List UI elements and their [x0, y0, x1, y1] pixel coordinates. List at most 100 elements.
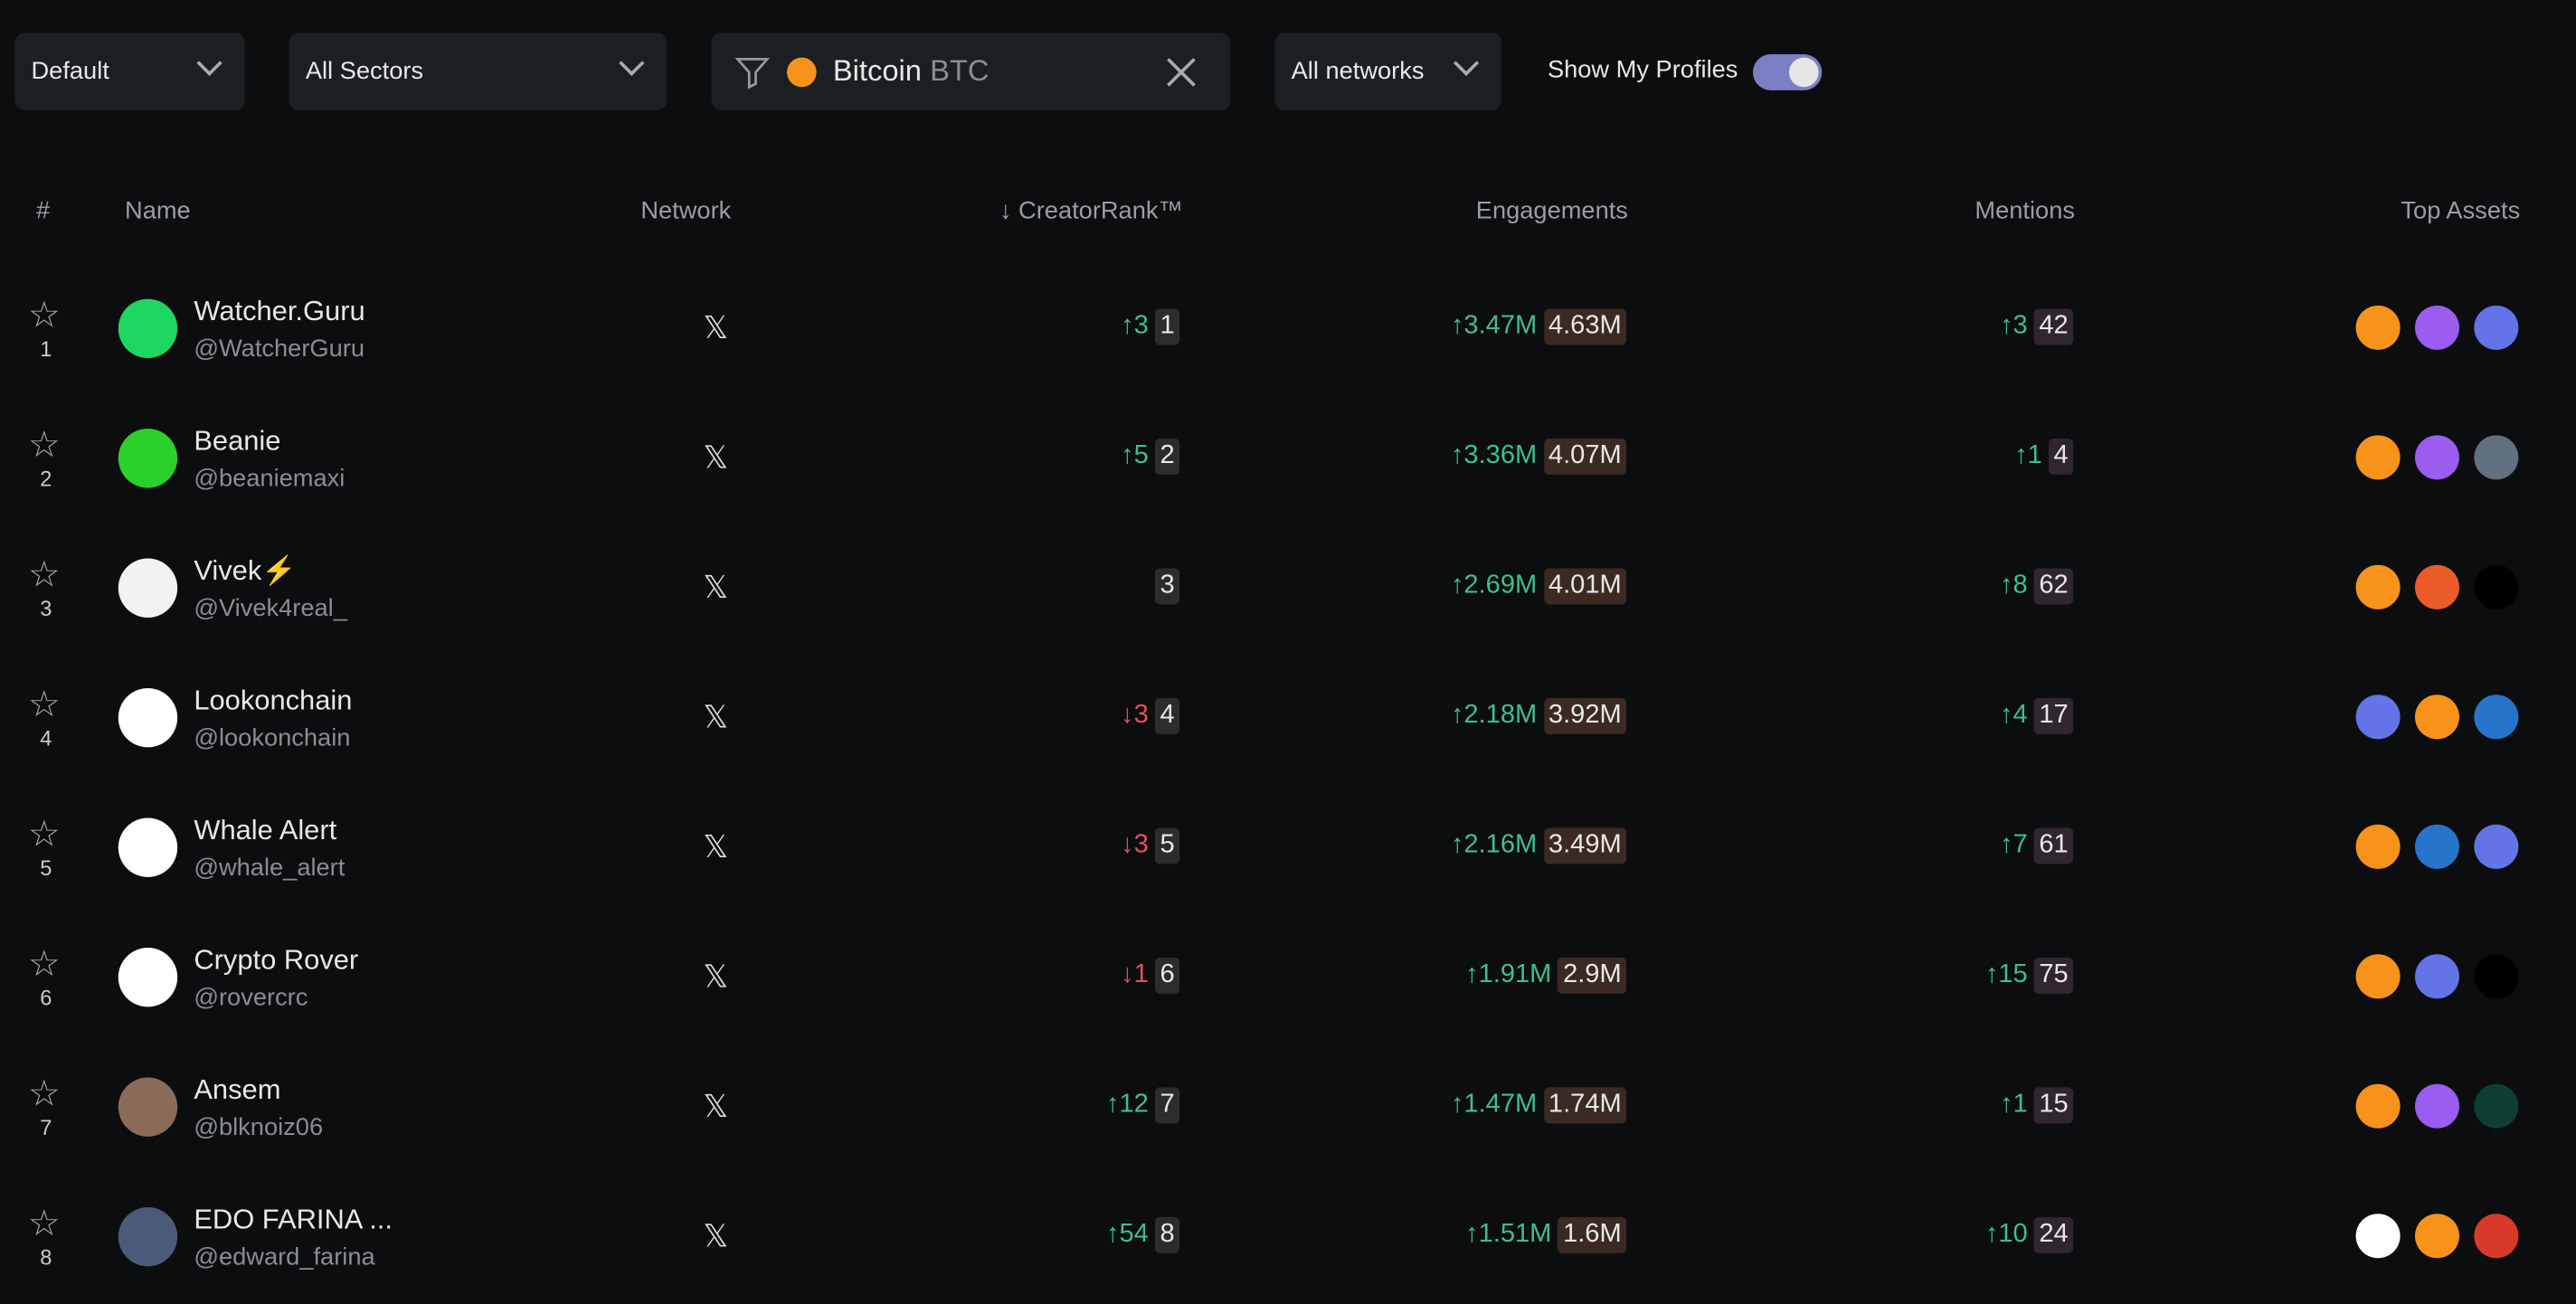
engagements-cell: ↑2.18M 3.92M: [1450, 697, 1627, 734]
mentions-cell: ↑1 15: [1999, 1087, 2074, 1124]
creator-name[interactable]: Beanie: [194, 425, 281, 457]
star[interactable]: ☆: [27, 553, 61, 595]
column-header: Name: [125, 196, 191, 225]
creator-name[interactable]: Crypto Rover: [194, 944, 359, 976]
btc-icon: [787, 56, 817, 87]
engagements-cell: ↑3.47M 4.63M: [1450, 308, 1627, 345]
network-icon: 𝕏: [703, 701, 729, 736]
network-select[interactable]: All networks: [1274, 33, 1502, 110]
star[interactable]: ☆: [27, 813, 61, 855]
network-icon: 𝕏: [703, 1220, 729, 1255]
engagements-change: ↑1.47M: [1450, 1091, 1538, 1119]
creator-rank-change: ↑12: [1105, 1091, 1149, 1119]
asset-icon: [2474, 1083, 2519, 1129]
creator-name[interactable]: Vivek⚡: [194, 554, 297, 587]
asset-icon: [2355, 954, 2401, 999]
avatar: [118, 429, 178, 488]
mentions-change: ↑15: [1984, 960, 2028, 989]
engagements-cell: ↑3.36M 4.07M: [1450, 438, 1627, 475]
creator-rank-change: ↑5: [1121, 441, 1149, 470]
mentions-cell: ↑7 61: [1999, 827, 2074, 865]
creator-rank-cell: ↓3 4: [1121, 697, 1180, 734]
mentions-change: ↑1: [1999, 1091, 2028, 1119]
sector-select[interactable]: All Sectors: [289, 33, 668, 110]
network-icon: 𝕏: [703, 1091, 729, 1126]
row-number: 8: [40, 1244, 52, 1270]
mentions-change: ↑7: [1999, 831, 2028, 859]
engagements: 2.9M: [1558, 957, 1627, 994]
toggle[interactable]: [1752, 53, 1823, 90]
asset-filter[interactable]: Bitcoin BTC: [711, 33, 1231, 110]
star[interactable]: ☆: [27, 942, 61, 984]
sort-select[interactable]: Default: [14, 33, 245, 110]
asset-icon: [2355, 1083, 2401, 1129]
chevron: [196, 50, 223, 77]
creator-rank: 6: [1155, 957, 1180, 994]
engagements-change: ↑3.36M: [1450, 441, 1538, 470]
row-number: 2: [40, 466, 52, 492]
creator-rank: 4: [1155, 697, 1180, 734]
mentions-cell: ↑15 75: [1984, 957, 2074, 994]
engagements-cell: ↑2.69M 4.01M: [1451, 568, 1627, 605]
clear-button[interactable]: [1165, 55, 1198, 88]
creator-rank: 1: [1155, 308, 1180, 345]
star[interactable]: ☆: [27, 423, 61, 466]
network-icon: 𝕏: [703, 960, 729, 996]
star[interactable]: ☆: [27, 1202, 61, 1243]
creator-rank-change: ↓3: [1121, 701, 1149, 730]
creator-name[interactable]: Watcher.Guru: [194, 295, 365, 327]
creator-name[interactable]: Lookonchain: [194, 685, 353, 716]
creator-name[interactable]: EDO FARINA ...: [194, 1204, 393, 1235]
network-icon: 𝕏: [703, 312, 729, 347]
asset-icon: [2474, 305, 2519, 350]
toggle-label: Show My Profiles: [1547, 55, 1738, 84]
creator-handle: @blknoiz06: [194, 1113, 324, 1142]
row-number: 7: [40, 1115, 52, 1140]
asset-icon: [2355, 305, 2401, 350]
column-header: Top Assets: [2401, 196, 2521, 225]
asset-icon: [2414, 954, 2460, 999]
mentions-change: ↑1: [2014, 441, 2042, 470]
row-number: 4: [40, 725, 52, 751]
star[interactable]: ☆: [27, 683, 61, 724]
mentions: 61: [2033, 827, 2074, 865]
column-header: #: [35, 196, 51, 225]
star[interactable]: ☆: [27, 1072, 61, 1114]
row-number: 3: [40, 596, 52, 621]
engagements-change: ↑3.47M: [1450, 312, 1538, 340]
network-icon: 𝕏: [703, 441, 729, 477]
sort-label: Default: [31, 57, 109, 86]
toggle-knob: [1788, 57, 1819, 88]
star[interactable]: ☆: [27, 294, 61, 335]
creator-name[interactable]: Ansem: [194, 1073, 281, 1106]
mentions-cell: ↑1 4: [2014, 438, 2074, 475]
asset-icon: [2414, 1083, 2460, 1129]
asset-icon: [2355, 824, 2401, 869]
asset-icon: [2414, 435, 2460, 480]
creator-name[interactable]: Whale Alert: [194, 814, 337, 846]
creator-handle: @edward_farina: [194, 1243, 375, 1271]
column-header: Engagements: [1475, 196, 1628, 225]
creator-rank-cell: ↑54 8: [1106, 1216, 1180, 1253]
engagements-change: ↑2.16M: [1450, 831, 1538, 859]
engagements: 1.74M: [1543, 1087, 1627, 1124]
asset-icon: [2474, 954, 2519, 999]
column-header: ↓ CreatorRank™: [999, 196, 1183, 225]
mentions-cell: ↑3 42: [2000, 308, 2074, 345]
asset-icon: [2355, 695, 2401, 740]
engagements-cell: ↑1.51M 1.6M: [1465, 1216, 1627, 1253]
row-number: 5: [40, 855, 52, 881]
creator-rank-change: ↓1: [1121, 960, 1149, 989]
mentions: 42: [2033, 308, 2074, 345]
mentions-change: ↑10: [1984, 1220, 2028, 1249]
mentions: 75: [2033, 957, 2074, 994]
engagements: 1.6M: [1558, 1216, 1627, 1253]
creator-handle: @Vivek4real_: [194, 594, 347, 623]
row-number: 1: [40, 336, 52, 362]
engagements-change: ↑2.18M: [1450, 701, 1538, 730]
creator-rank-cell: ↑3 1: [1121, 308, 1180, 345]
asset-icon: [2414, 305, 2460, 350]
mentions-change: ↑4: [1999, 701, 2028, 730]
network-icon: 𝕏: [703, 831, 729, 866]
